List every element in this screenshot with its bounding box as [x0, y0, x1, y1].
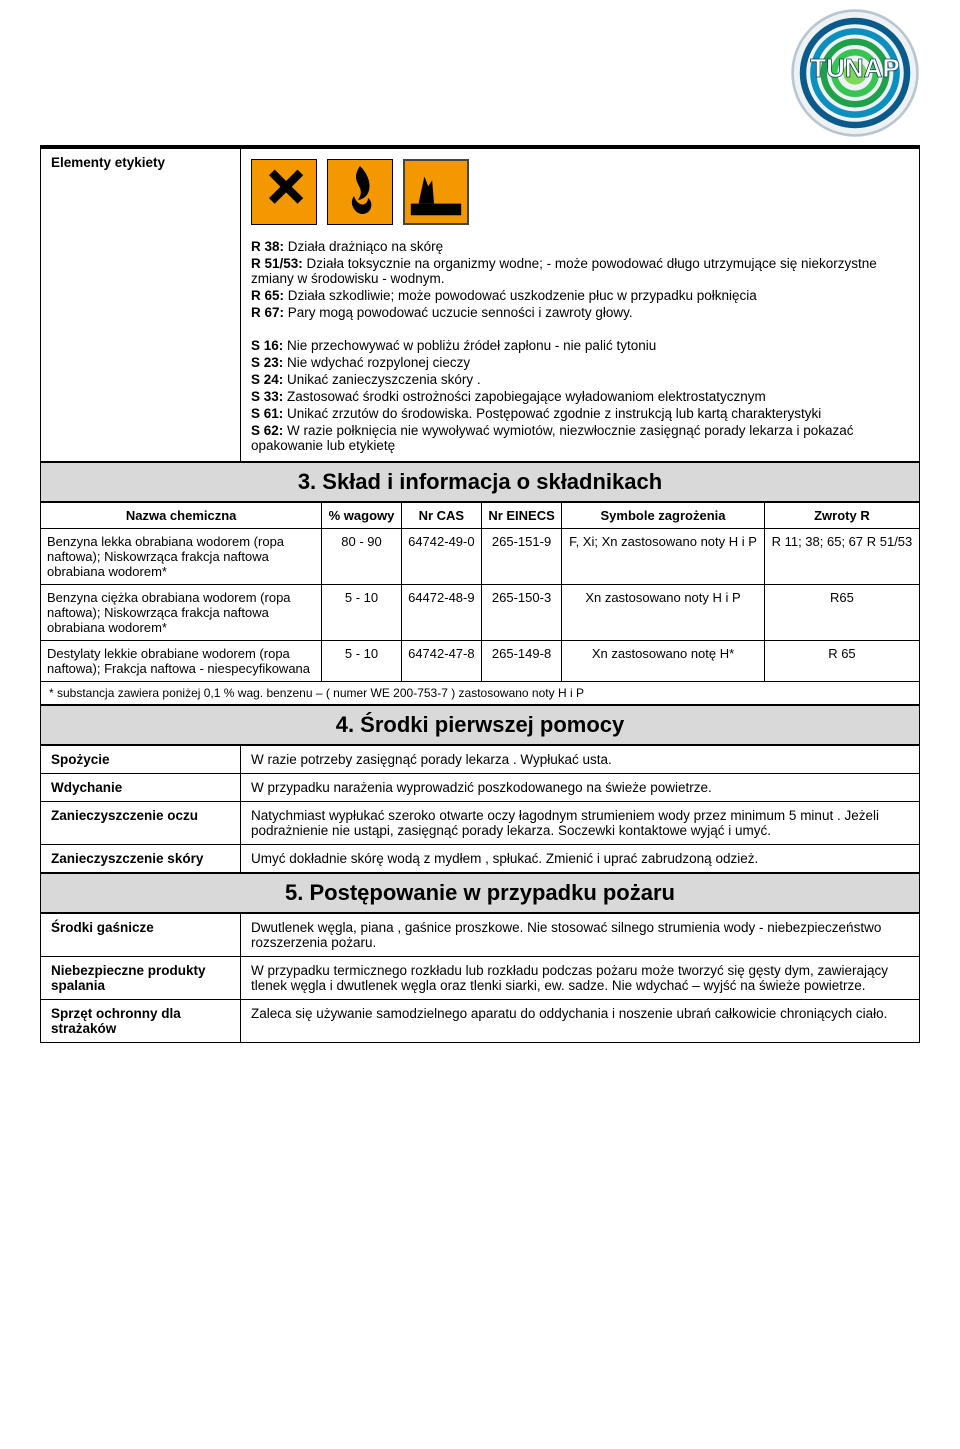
- fire-table: Środki gaśniczeDwutlenek węgla, piana , …: [40, 913, 920, 1043]
- r-phrases-block: R 38: Działa drażniąco na skórę R 51/53: …: [251, 239, 909, 320]
- table-row: SpożycieW razie potrzeby zasięgnąć porad…: [41, 746, 920, 774]
- kv-val: Zaleca się używanie samodzielnego aparat…: [241, 1000, 920, 1043]
- kv-key: Środki gaśnicze: [41, 914, 241, 957]
- composition-header-row: Nazwa chemiczna % wagowy Nr CAS Nr EINEC…: [41, 503, 920, 529]
- svg-text:TUNAP: TUNAP: [810, 53, 900, 83]
- cell-einecs: 265-151-9: [481, 529, 561, 585]
- section-4-header: 4. Środki pierwszej pomocy: [40, 705, 920, 745]
- r-phrase: R 51/53: Działa toksycznie na organizmy …: [251, 256, 909, 286]
- composition-table: Nazwa chemiczna % wagowy Nr CAS Nr EINEC…: [40, 502, 920, 682]
- cell-cas: 64742-49-0: [401, 529, 481, 585]
- s-phrases-block: S 16: Nie przechowywać w pobliżu źródeł …: [251, 338, 909, 453]
- first-aid-table: SpożycieW razie potrzeby zasięgnąć porad…: [40, 745, 920, 873]
- r-phrase: R 38: Działa drażniąco na skórę: [251, 239, 909, 254]
- logo-bar: TUNAP: [0, 0, 960, 145]
- section-5-header: 5. Postępowanie w przypadku pożaru: [40, 873, 920, 913]
- cell-pct: 5 - 10: [322, 585, 401, 641]
- table-row: Niebezpieczne produkty spalaniaW przypad…: [41, 957, 920, 1000]
- col-pct: % wagowy: [322, 503, 401, 529]
- hazard-harmful-icon: [251, 159, 317, 225]
- kv-key: Niebezpieczne produkty spalania: [41, 957, 241, 1000]
- kv-key: Spożycie: [41, 746, 241, 774]
- hazard-icons-row: [251, 155, 909, 237]
- table-row: Sprzęt ochronny dla strażakówZaleca się …: [41, 1000, 920, 1043]
- table-row: Zanieczyszczenie oczuNatychmiast wypłuka…: [41, 802, 920, 845]
- cell-r: R65: [764, 585, 919, 641]
- composition-footnote: * substancja zawiera poniżej 0,1 % wag. …: [40, 682, 920, 705]
- table-row: Środki gaśniczeDwutlenek węgla, piana , …: [41, 914, 920, 957]
- s-phrase: S 62: W razie połknięcia nie wywoływać w…: [251, 423, 909, 453]
- kv-key: Zanieczyszczenie skóry: [41, 845, 241, 873]
- col-r: Zwroty R: [764, 503, 919, 529]
- kv-val: Dwutlenek węgla, piana , gaśnice proszko…: [241, 914, 920, 957]
- cell-einecs: 265-150-3: [481, 585, 561, 641]
- kv-val: Natychmiast wypłukać szeroko otwarte ocz…: [241, 802, 920, 845]
- cell-sym: Xn zastosowano notę H*: [562, 641, 765, 682]
- table-row: WdychanieW przypadku narażenia wyprowadz…: [41, 774, 920, 802]
- s-phrase: S 24: Unikać zanieczyszczenia skóry .: [251, 372, 909, 387]
- col-einecs: Nr EINECS: [481, 503, 561, 529]
- s-phrase: S 33: Zastosować środki ostrożności zapo…: [251, 389, 909, 404]
- label-elements-table: Elementy etykiety: [40, 148, 920, 462]
- label-elements-key: Elementy etykiety: [41, 149, 241, 462]
- cell-sym: Xn zastosowano noty H i P: [562, 585, 765, 641]
- s-phrase: S 61: Unikać zrzutów do środowiska. Post…: [251, 406, 909, 421]
- r-phrase: R 65: Działa szkodliwie; może powodować …: [251, 288, 909, 303]
- kv-key: Zanieczyszczenie oczu: [41, 802, 241, 845]
- cell-pct: 5 - 10: [322, 641, 401, 682]
- hazard-flammable-icon: [327, 159, 393, 225]
- cell-r: R 11; 38; 65; 67 R 51/53: [764, 529, 919, 585]
- page-content: Elementy etykiety: [0, 145, 960, 1043]
- cell-name: Benzyna lekka obrabiana wodorem (ropa na…: [41, 529, 322, 585]
- kv-val: W przypadku narażenia wyprowadzić poszko…: [241, 774, 920, 802]
- tunap-logo: TUNAP: [790, 8, 920, 138]
- kv-key: Sprzęt ochronny dla strażaków: [41, 1000, 241, 1043]
- kv-val: W razie potrzeby zasięgnąć porady lekarz…: [241, 746, 920, 774]
- cell-pct: 80 - 90: [322, 529, 401, 585]
- col-cas: Nr CAS: [401, 503, 481, 529]
- label-elements-body: R 38: Działa drażniąco na skórę R 51/53: …: [241, 149, 920, 462]
- cell-name: Benzyna ciężka obrabiana wodorem (ropa n…: [41, 585, 322, 641]
- col-sym: Symbole zagrożenia: [562, 503, 765, 529]
- col-name: Nazwa chemiczna: [41, 503, 322, 529]
- s-phrase: S 16: Nie przechowywać w pobliżu źródeł …: [251, 338, 909, 353]
- spacer: [251, 322, 909, 336]
- kv-val: W przypadku termicznego rozkładu lub roz…: [241, 957, 920, 1000]
- cell-sym: F, Xi; Xn zastosowano noty H i P: [562, 529, 765, 585]
- cell-r: R 65: [764, 641, 919, 682]
- cell-einecs: 265-149-8: [481, 641, 561, 682]
- cell-cas: 64472-48-9: [401, 585, 481, 641]
- kv-val: Umyć dokładnie skórę wodą z mydłem , spł…: [241, 845, 920, 873]
- cell-name: Destylaty lekkie obrabiane wodorem (ropa…: [41, 641, 322, 682]
- section-3-header: 3. Skład i informacja o składnikach: [40, 462, 920, 502]
- cell-cas: 64742-47-8: [401, 641, 481, 682]
- kv-key: Wdychanie: [41, 774, 241, 802]
- table-row: Benzyna ciężka obrabiana wodorem (ropa n…: [41, 585, 920, 641]
- r-phrase: R 67: Pary mogą powodować uczucie sennoś…: [251, 305, 909, 320]
- table-row: Zanieczyszczenie skóryUmyć dokładnie skó…: [41, 845, 920, 873]
- hazard-environment-icon: [403, 159, 469, 225]
- table-row: Destylaty lekkie obrabiane wodorem (ropa…: [41, 641, 920, 682]
- table-row: Benzyna lekka obrabiana wodorem (ropa na…: [41, 529, 920, 585]
- s-phrase: S 23: Nie wdychać rozpylonej cieczy: [251, 355, 909, 370]
